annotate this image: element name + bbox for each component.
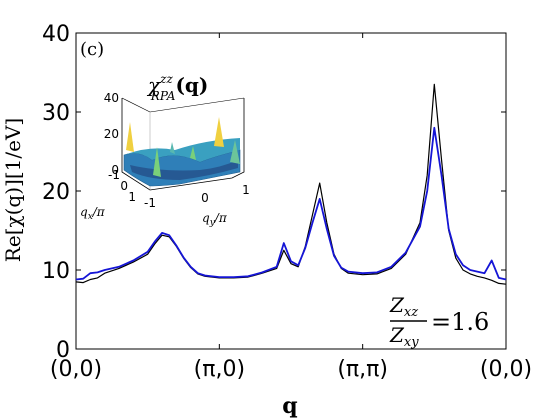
plot-frame [75, 32, 507, 350]
inset-qy-tick: 1 [242, 183, 250, 197]
y-tick-label: 0 [56, 338, 70, 363]
x-tick-label: (0,0) [480, 357, 532, 382]
x-tick-label: (0,0) [50, 357, 102, 382]
inset-peak [126, 122, 134, 152]
z-ratio-annotation: Zxz Zxy =1.6 [389, 293, 489, 350]
x-tick-label: (π,0) [194, 357, 245, 382]
inset-qx-tick: 1 [128, 190, 136, 204]
x-axis-label: q [282, 393, 297, 419]
inset-ztick: 20 [104, 127, 119, 141]
inset-plot: 40 20 0 -1 0 1 -1 0 1 qx/π qy/π χzz RPA(q… [80, 72, 250, 228]
inset-qx-label: qx/π [80, 205, 106, 222]
inset-peak [214, 117, 224, 147]
inset-qy-tick: -1 [144, 196, 156, 210]
series-lines [75, 83, 507, 285]
inset-qy-label: qy/π [202, 211, 228, 228]
inset-title: χzz RPA(q) [146, 72, 208, 103]
inset-peak [230, 140, 240, 164]
y-axis-label: Re[χ(q)][1/eV] [1, 118, 25, 262]
y-tick-label: 20 [42, 180, 70, 205]
inset-ztick: 40 [104, 91, 119, 105]
svg-text:=1.6: =1.6 [431, 308, 489, 336]
inset-box [121, 98, 245, 191]
x-tick-label: (π,π) [337, 357, 388, 382]
inset-ztick: 0 [111, 163, 119, 177]
inset-qy-tick: 0 [201, 191, 209, 205]
series-line-2 [75, 126, 507, 281]
x-axis-ticks: (0,0) (π,0) (π,π) (0,0) [50, 33, 532, 382]
y-tick-label: 30 [42, 101, 70, 126]
y-tick-label: 40 [42, 22, 70, 47]
panel-label: (c) [80, 39, 104, 60]
y-tick-label: 10 [42, 259, 70, 284]
svg-text:Zxz: Zxz [389, 293, 418, 320]
inset-qx-tick: -1 [108, 168, 120, 182]
svg-text:Zxy: Zxy [389, 323, 419, 350]
inset-qx-tick: 0 [120, 179, 128, 193]
inset-peak [153, 147, 161, 177]
